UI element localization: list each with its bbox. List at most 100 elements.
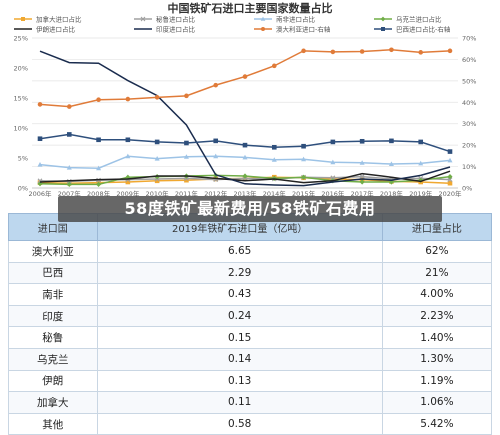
y-left-tick-label: 10%: [14, 125, 28, 133]
legend-marker: [140, 16, 146, 22]
data-point: [96, 181, 102, 187]
data-point: [389, 47, 394, 53]
x-tick-label: 2014年: [263, 189, 287, 198]
cell-share: 1.40%: [381, 326, 493, 349]
data-point: [213, 82, 219, 88]
y-right-tick-label: 0%: [462, 185, 472, 193]
data-point: [301, 156, 307, 162]
data-point: [447, 174, 453, 180]
cell-country: 乌克兰: [8, 347, 98, 371]
legend-marker: [381, 27, 385, 31]
watermark-banner: 58度铁矿最新费用/58铁矿石费用: [58, 196, 442, 222]
legend-marker: [380, 16, 386, 22]
cell-volume: 0.58: [96, 412, 383, 435]
data-point: [213, 153, 219, 159]
legend-label: 南非进口占比: [276, 14, 316, 23]
x-tick-label: 2011年: [175, 189, 199, 198]
cell-volume: 0.11: [96, 391, 383, 414]
table-row: 澳大利亚 6.65 62%: [8, 240, 493, 263]
data-point: [242, 74, 248, 79]
data-point: [447, 157, 453, 163]
y-left-tick-label: 20%: [14, 65, 28, 73]
cell-volume: 0.15: [96, 326, 383, 349]
data-point: [125, 179, 131, 185]
cell-country: 其他: [8, 412, 98, 435]
cell-share: 21%: [381, 261, 493, 285]
data-point: [389, 138, 394, 144]
cell-share: 1.19%: [381, 369, 493, 393]
y-right-tick-label: 30%: [462, 120, 476, 128]
y-right-tick-label: 40%: [462, 99, 476, 107]
table-row: 乌克兰 0.14 1.30%: [8, 347, 493, 371]
cell-volume: 2.29: [96, 261, 383, 285]
import-table-grid: 进口国 2019年铁矿石进口量（亿吨） 进口量占比 澳大利亚 6.65 62% 巴西…: [8, 213, 493, 435]
data-point: [330, 159, 336, 165]
data-point: [37, 102, 43, 107]
x-tick-label: 2015年: [292, 189, 316, 198]
legend-label: 秘鲁进口占比: [156, 14, 196, 23]
cell-country: 澳大利亚: [8, 240, 98, 263]
legend-label: 加拿大进口占比: [36, 14, 82, 23]
cell-share: 5.42%: [381, 412, 493, 435]
cell-volume: 0.13: [96, 369, 383, 393]
data-point: [66, 104, 72, 109]
data-point: [271, 63, 277, 69]
table-row: 巴西 2.29 21%: [8, 261, 493, 285]
data-point: [96, 137, 101, 143]
data-point: [330, 175, 336, 181]
data-point: [242, 142, 248, 148]
data-point: [154, 178, 160, 184]
cell-share: 1.30%: [381, 347, 493, 371]
data-point: [154, 156, 160, 161]
legend-label: 巴西进口占比-右轴: [396, 24, 451, 33]
table-row: 秘鲁 0.15 1.40%: [8, 326, 493, 349]
y-right-tick-label: 20%: [462, 142, 476, 150]
x-tick-label: 2018年: [380, 189, 404, 198]
x-tick-label: 2012年: [204, 189, 228, 198]
legend-marker: [21, 17, 25, 21]
table-row: 南非 0.43 4.00%: [8, 283, 493, 306]
data-point: [154, 95, 160, 100]
data-point: [271, 157, 277, 162]
x-tick-label: 2006年: [28, 189, 52, 198]
data-point: [96, 165, 102, 171]
y-left-tick-label: 15%: [14, 95, 28, 103]
data-point: [37, 136, 43, 142]
y-right-tick-label: 10%: [462, 163, 476, 171]
legend-marker: [261, 27, 265, 31]
data-point: [301, 174, 307, 180]
data-point: [125, 137, 131, 143]
x-tick-label: 2010年: [146, 189, 170, 198]
legend-label: 乌克兰进口占比: [396, 14, 442, 23]
x-tick-label: 2009年: [116, 189, 140, 198]
data-point: [418, 160, 424, 166]
cell-volume: 0.43: [96, 283, 383, 306]
data-point: [183, 154, 189, 159]
legend-marker: [260, 16, 266, 21]
data-point: [213, 138, 219, 144]
chart-axes: 0% 10% 20% 30% 40% 50% 60% 70% 0% 5% 10% 15% 20% 25% 2…: [14, 35, 477, 199]
cell-country: 秘鲁: [8, 326, 98, 349]
table-row: 加拿大 0.11 1.06%: [8, 391, 493, 414]
chart-series: [37, 47, 453, 187]
data-point: [96, 97, 101, 103]
cell-country: 南非: [8, 283, 98, 306]
legend-label: 伊朗进口占比: [36, 24, 76, 33]
data-point: [447, 149, 453, 154]
data-point: [184, 140, 189, 146]
data-point: [418, 50, 424, 55]
data-point: [242, 154, 248, 160]
cell-country: 伊朗: [8, 369, 98, 393]
x-tick-label: 2007年: [58, 189, 82, 198]
y-right-tick-label: 70%: [462, 35, 476, 43]
data-point: [66, 165, 72, 170]
import-table: 进口国 2019年铁矿石进口量（亿吨） 进口量占比 澳大利亚 6.65 62% 巴西…: [8, 213, 493, 435]
data-point: [359, 174, 365, 180]
data-point: [388, 161, 394, 166]
data-point: [66, 132, 72, 137]
cell-country: 加拿大: [8, 391, 98, 414]
data-point: [66, 181, 72, 187]
data-point: [359, 160, 365, 165]
data-point: [184, 93, 189, 99]
